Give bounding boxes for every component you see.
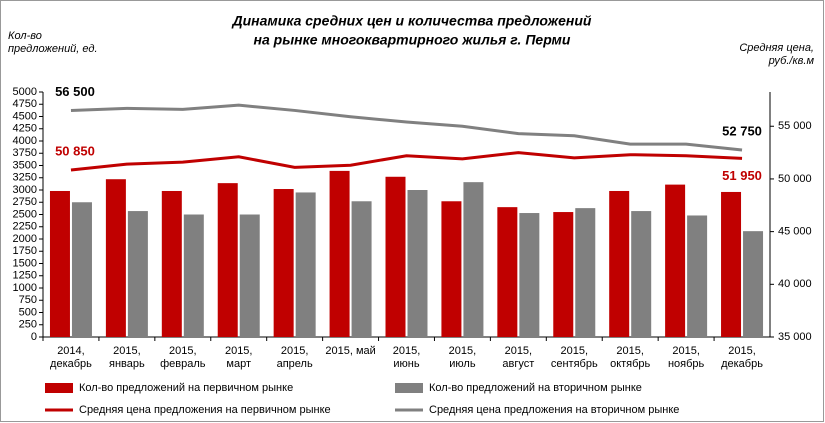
y-tick-label: 4250: [13, 123, 37, 135]
y-tick-label: 4500: [13, 110, 37, 122]
y-tick-label: 3500: [13, 159, 37, 171]
bar: [239, 214, 260, 337]
y-tick-label: 2500: [13, 208, 37, 220]
legend-label: Средняя цена предложения на первичном ры…: [79, 404, 331, 416]
y2-tick-label: 40 000: [778, 278, 812, 290]
x-tick-label: 2015, февраль: [160, 345, 206, 370]
line: [70, 151, 743, 172]
chart-title: Динамика средних цен и количества предло…: [232, 13, 592, 29]
bar: [631, 211, 652, 337]
bar: [105, 179, 126, 337]
line: [70, 103, 743, 152]
y-axis-label: предложений, ед.: [8, 43, 98, 55]
y-tick-label: 0: [31, 331, 37, 343]
data-label: 52 750: [722, 123, 762, 138]
x-tick-label: 2015, сентябрь: [551, 345, 598, 370]
x-tick-label: 2015, август: [502, 345, 534, 370]
x-tick-label: 2015, март: [225, 345, 253, 370]
legend-label: Средняя цена предложения на вторичном ры…: [429, 404, 679, 416]
bar: [49, 190, 70, 337]
x-tick-label: 2014, декабрь: [50, 345, 92, 370]
y-tick-label: 4750: [13, 98, 37, 110]
legend-label: Кол-во предложений на вторичном рынке: [429, 382, 642, 394]
legend-swatch: [395, 383, 423, 393]
bar: [553, 212, 574, 337]
data-label: 50 850: [55, 143, 95, 158]
bar: [441, 201, 462, 337]
bar: [183, 214, 204, 337]
x-tick-label: 2015, апрель: [277, 345, 313, 370]
bar: [519, 213, 540, 337]
data-label: 51 950: [722, 168, 762, 183]
y-axis-label: Кол-во: [8, 30, 42, 42]
bar: [273, 189, 294, 337]
y2-axis-label: Средняя цена,: [739, 42, 814, 54]
y-tick-label: 3250: [13, 172, 37, 184]
bar: [295, 192, 316, 337]
y2-tick-label: 45 000: [778, 226, 812, 238]
bar: [161, 190, 182, 337]
y2-tick-label: 35 000: [778, 331, 812, 343]
x-tick-label: 2015, январь: [109, 345, 145, 370]
bar: [329, 170, 350, 337]
y-tick-label: 750: [19, 294, 37, 306]
y2-tick-label: 55 000: [778, 120, 812, 132]
bar: [665, 184, 686, 337]
y-tick-label: 1500: [13, 257, 37, 269]
x-tick-label: 2015, декабрь: [721, 345, 763, 370]
y-tick-label: 2750: [13, 196, 37, 208]
y2-axis-label: руб./кв.м: [768, 55, 815, 67]
y-tick-label: 3750: [13, 147, 37, 159]
y-tick-label: 4000: [13, 135, 37, 147]
bar: [575, 208, 596, 337]
y-tick-label: 250: [19, 319, 37, 331]
bar: [743, 231, 764, 337]
bar: [351, 201, 372, 337]
bar: [609, 190, 630, 337]
x-tick-label: 2015, июль: [449, 345, 477, 370]
data-label: 56 500: [55, 84, 95, 99]
x-tick-label: 2015, июнь: [393, 345, 421, 370]
y-tick-label: 1250: [13, 270, 37, 282]
legend-swatch: [45, 383, 73, 393]
bar: [71, 202, 92, 337]
y2-tick-label: 50 000: [778, 173, 812, 185]
bar: [721, 191, 742, 337]
bar: [497, 207, 518, 337]
bar: [127, 211, 148, 337]
y-tick-label: 3000: [13, 184, 37, 196]
x-tick-label: 2015, октябрь: [610, 345, 650, 370]
legend-label: Кол-во предложений на первичном рынке: [79, 382, 293, 394]
x-tick-label: 2015, май: [325, 345, 375, 357]
bar: [385, 176, 406, 337]
y-tick-label: 500: [19, 306, 37, 318]
y-tick-label: 2250: [13, 221, 37, 233]
bar: [217, 183, 238, 337]
chart-title: на рынке многоквартирного жилья г. Перми: [254, 32, 571, 48]
y-tick-label: 1000: [13, 282, 37, 294]
y-tick-label: 1750: [13, 245, 37, 257]
x-tick-label: 2015, ноябрь: [668, 345, 705, 370]
y-tick-label: 5000: [13, 86, 37, 98]
bar: [463, 182, 484, 337]
bar: [407, 190, 428, 337]
y-tick-label: 2000: [13, 233, 37, 245]
bar: [687, 215, 708, 337]
